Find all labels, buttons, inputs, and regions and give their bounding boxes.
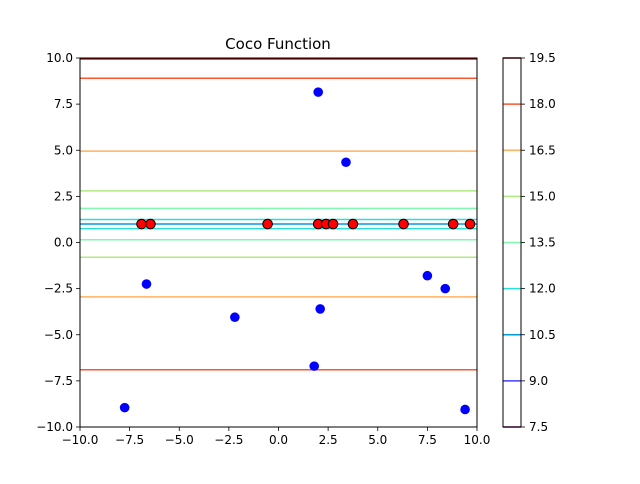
x-tick-label: 5.0 bbox=[368, 433, 387, 447]
colorbar-tick-label: 13.5 bbox=[529, 236, 556, 250]
data-point bbox=[145, 218, 156, 230]
colorbar-ticks: 7.5 9.0 10.5 12.0 13.5 15.0 16.5 18.0 19.5 bbox=[521, 51, 556, 434]
colorbar-tick-label: 7.5 bbox=[529, 420, 548, 434]
chart-title: Coco Function bbox=[225, 35, 331, 53]
data-point bbox=[119, 402, 130, 413]
contour-lines bbox=[80, 58, 477, 371]
y-tick-label: 7.5 bbox=[54, 97, 73, 111]
y-tick-label: −2.5 bbox=[44, 282, 73, 296]
data-point bbox=[313, 87, 324, 97]
data-point bbox=[309, 361, 320, 371]
colorbar-tick-label: 10.5 bbox=[529, 328, 556, 342]
data-point bbox=[262, 218, 273, 230]
data-point bbox=[327, 218, 339, 230]
data-point bbox=[422, 270, 433, 281]
plot-background bbox=[80, 58, 477, 427]
colorbar-tick-label: 16.5 bbox=[529, 143, 556, 157]
colorbar-tick-label: 12.0 bbox=[529, 282, 556, 296]
y-tick-label: −7.5 bbox=[44, 374, 73, 388]
y-tick-label: −10.0 bbox=[36, 420, 73, 434]
data-point bbox=[341, 157, 351, 168]
data-point bbox=[347, 218, 359, 230]
x-axis: −10.0 −7.5 −5.0 −2.5 0.0 2.5 5.0 7.5 10.0 bbox=[62, 427, 491, 447]
colorbar-tick-label: 9.0 bbox=[529, 374, 548, 388]
y-tick-label: 5.0 bbox=[54, 143, 73, 157]
colorbar-tick-label: 15.0 bbox=[529, 189, 556, 203]
colorbar: 7.5 9.0 10.5 12.0 13.5 15.0 16.5 18.0 19.5 bbox=[502, 51, 556, 434]
scatter-points bbox=[119, 87, 476, 415]
y-tick-label: 0.0 bbox=[54, 236, 73, 250]
x-tick-label: 7.5 bbox=[418, 433, 437, 447]
data-point bbox=[464, 218, 476, 230]
colorbar-tick-label: 19.5 bbox=[529, 51, 556, 65]
data-point bbox=[440, 283, 451, 294]
x-tick-label: −10.0 bbox=[62, 433, 99, 447]
y-tick-label: −5.0 bbox=[44, 328, 73, 342]
data-point bbox=[460, 404, 470, 415]
plot-area bbox=[79, 57, 478, 428]
data-point bbox=[141, 279, 152, 289]
x-tick-label: 0.0 bbox=[269, 433, 288, 447]
y-axis: −10.0 −7.5 −5.0 −2.5 0.0 2.5 5.0 7.5 10.0 bbox=[36, 51, 80, 434]
x-tick-label: 10.0 bbox=[464, 433, 491, 447]
data-point bbox=[398, 218, 409, 230]
data-point bbox=[230, 312, 240, 323]
y-tick-label: 10.0 bbox=[46, 51, 73, 65]
x-tick-label: 2.5 bbox=[319, 433, 338, 447]
colorbar-tick-label: 18.0 bbox=[529, 97, 556, 111]
x-tick-label: −2.5 bbox=[214, 433, 243, 447]
data-point bbox=[447, 218, 459, 230]
x-tick-label: −7.5 bbox=[115, 433, 144, 447]
y-tick-label: 2.5 bbox=[54, 189, 73, 203]
x-tick-label: −5.0 bbox=[165, 433, 194, 447]
data-point bbox=[315, 304, 325, 314]
data-point bbox=[136, 218, 147, 230]
